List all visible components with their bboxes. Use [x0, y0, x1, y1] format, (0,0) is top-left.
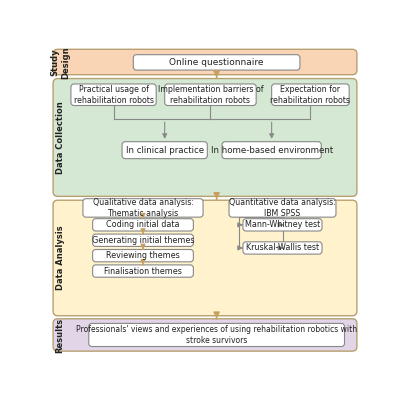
FancyBboxPatch shape: [243, 242, 322, 254]
Text: In clinical practice: In clinical practice: [126, 146, 204, 155]
Text: Results: Results: [56, 318, 64, 353]
FancyBboxPatch shape: [229, 199, 336, 217]
Text: Practical usage of
rehabilitation robots: Practical usage of rehabilitation robots: [74, 85, 154, 105]
FancyBboxPatch shape: [53, 319, 357, 351]
Text: Data Analysis: Data Analysis: [56, 226, 64, 290]
Text: Implementation barriers of
rehabilitation robots: Implementation barriers of rehabilitatio…: [158, 85, 263, 105]
FancyBboxPatch shape: [133, 55, 300, 70]
Text: Coding initial data: Coding initial data: [106, 220, 180, 229]
Text: In home-based environment: In home-based environment: [210, 146, 333, 155]
FancyBboxPatch shape: [93, 250, 193, 262]
Text: Finalisation themes: Finalisation themes: [104, 267, 182, 275]
FancyBboxPatch shape: [93, 265, 193, 277]
Text: Online questionnaire: Online questionnaire: [169, 58, 264, 67]
FancyBboxPatch shape: [93, 219, 193, 231]
FancyBboxPatch shape: [71, 84, 156, 105]
FancyBboxPatch shape: [122, 142, 207, 159]
Text: Qualitative data analysis:
Thematic analysis: Qualitative data analysis: Thematic anal…: [92, 198, 194, 218]
FancyBboxPatch shape: [222, 142, 321, 159]
Text: Generating initial themes: Generating initial themes: [92, 236, 194, 245]
Text: Quantitative data analysis:
IBM SPSS: Quantitative data analysis: IBM SPSS: [229, 198, 336, 218]
Text: Mann-Whitney test: Mann-Whitney test: [245, 220, 320, 229]
FancyBboxPatch shape: [165, 84, 256, 105]
Text: Data Collection: Data Collection: [56, 101, 64, 174]
FancyBboxPatch shape: [272, 84, 349, 105]
FancyBboxPatch shape: [53, 78, 357, 196]
FancyBboxPatch shape: [89, 324, 344, 347]
Text: Kruskal-Wallis test: Kruskal-Wallis test: [246, 244, 319, 252]
FancyBboxPatch shape: [93, 234, 193, 246]
FancyBboxPatch shape: [53, 49, 357, 75]
FancyBboxPatch shape: [243, 219, 322, 231]
FancyBboxPatch shape: [53, 200, 357, 316]
Text: Professionals' views and experiences of using rehabilitation robotics with
strok: Professionals' views and experiences of …: [76, 325, 357, 345]
Text: Reviewing themes: Reviewing themes: [106, 251, 180, 260]
Text: Study
Design: Study Design: [50, 46, 70, 79]
FancyBboxPatch shape: [83, 199, 203, 217]
Text: Expectation for
rehabilitation robots: Expectation for rehabilitation robots: [270, 85, 350, 105]
